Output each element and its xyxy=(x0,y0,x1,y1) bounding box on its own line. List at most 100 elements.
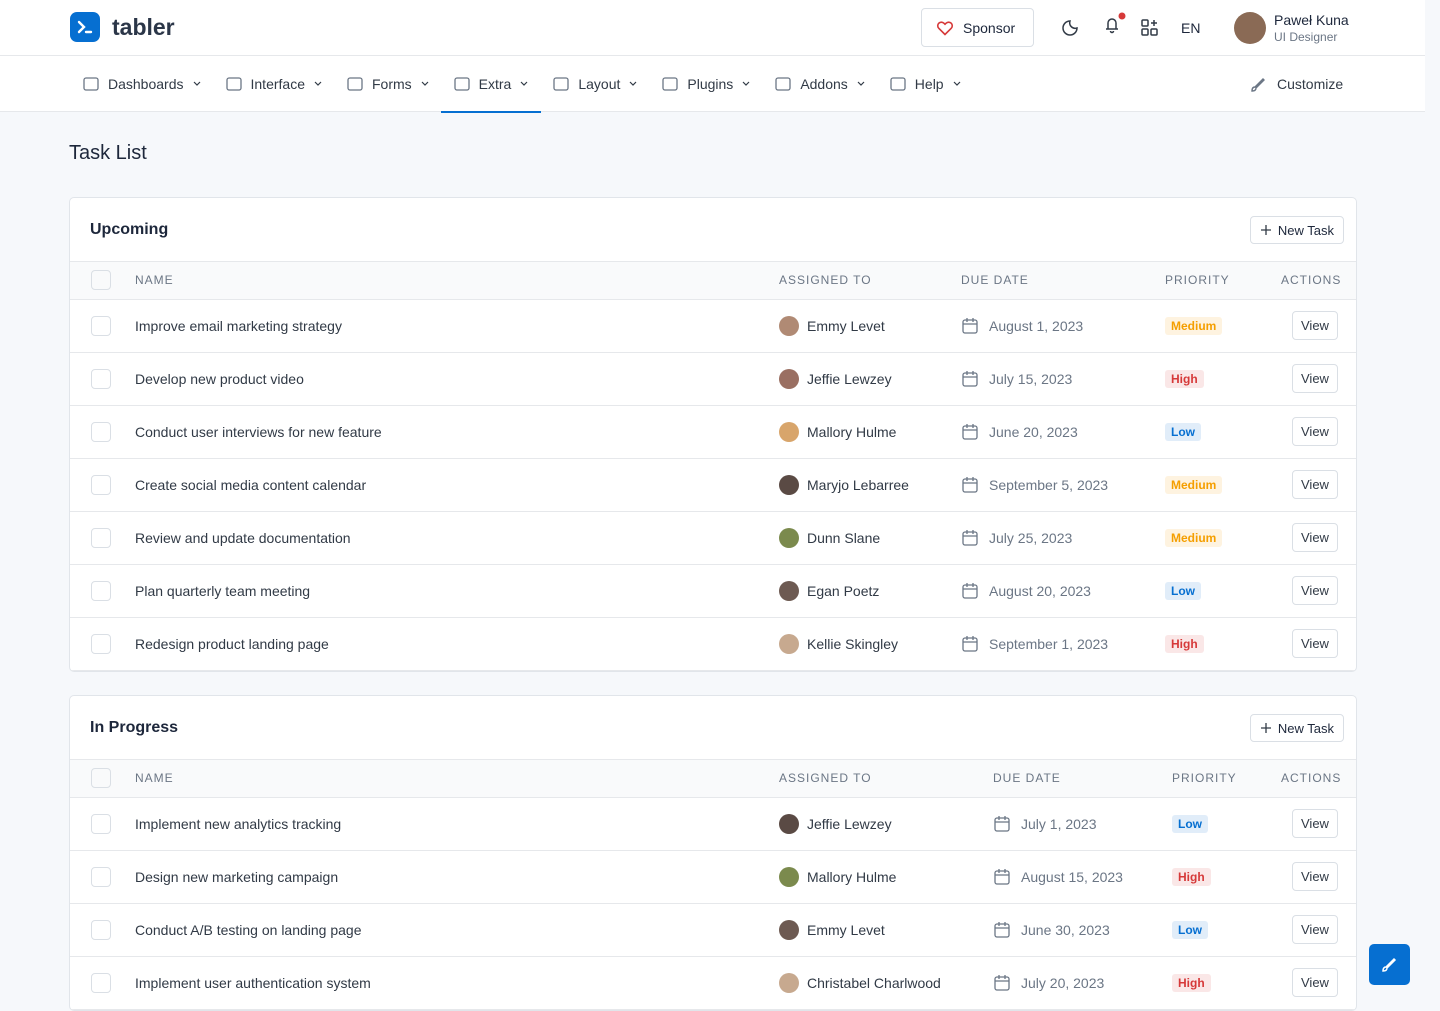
new-task-button[interactable]: New Task xyxy=(1249,714,1344,742)
view-button[interactable]: View xyxy=(1292,417,1338,446)
due-cell: June 20, 2023 xyxy=(960,405,1164,459)
checkbox[interactable] xyxy=(91,866,111,887)
due-cell: September 5, 2023 xyxy=(960,458,1164,512)
view-button[interactable]: View xyxy=(1292,311,1338,340)
icon xyxy=(994,868,1010,885)
apps[interactable] xyxy=(1140,18,1160,38)
checkbox[interactable] xyxy=(91,633,111,654)
priority-cell: Low xyxy=(1171,903,1280,957)
notifications[interactable] xyxy=(1100,10,1128,38)
task-name: Develop new product video xyxy=(134,352,778,406)
due-cell: July 25, 2023 xyxy=(960,511,1164,565)
nav-item[interactable]: Addons xyxy=(774,56,876,112)
select-cell xyxy=(70,352,134,406)
nav-item[interactable]: Help xyxy=(889,56,973,112)
due-text: August 20, 2023 xyxy=(989,582,1091,599)
view-button[interactable]: View xyxy=(1292,915,1338,944)
header-row: NAME ASSIGNED TO DUE DATE PRIORITY ACTIONS xyxy=(70,760,1356,798)
view-button[interactable]: View xyxy=(1292,523,1338,552)
theme-toggle[interactable] xyxy=(1060,18,1080,38)
select-cell xyxy=(70,405,134,459)
checkbox[interactable] xyxy=(91,527,111,548)
due-text: September 1, 2023 xyxy=(989,635,1109,652)
checkbox[interactable] xyxy=(91,270,111,291)
sponsor-label: Sponsor xyxy=(963,19,1016,36)
task-row: Design new marketing campaign Mallory Hul… xyxy=(70,850,1356,904)
view-button[interactable]: View xyxy=(1292,576,1338,605)
new-task-button[interactable]: New Task xyxy=(1249,216,1344,244)
due-date: August 1, 2023 xyxy=(961,317,1163,335)
task-row: Improve email marketing strategy Emmy Lev… xyxy=(70,299,1356,353)
view-button[interactable]: View xyxy=(1292,862,1338,891)
nav-item[interactable]: Dashboards xyxy=(82,56,213,112)
due-date: July 25, 2023 xyxy=(961,529,1163,547)
icon xyxy=(742,81,750,86)
task-name: Create social media content calendar xyxy=(134,458,778,512)
user-avatar[interactable] xyxy=(1234,12,1266,44)
icon xyxy=(962,476,978,493)
view-button[interactable]: View xyxy=(1292,809,1338,838)
column-header: ASSIGNED TO xyxy=(778,262,960,300)
nav-item[interactable]: Forms xyxy=(346,56,441,112)
checkbox[interactable] xyxy=(91,368,111,389)
icon xyxy=(1260,225,1271,235)
due-date: June 20, 2023 xyxy=(961,423,1163,441)
customize[interactable]: Customize xyxy=(1249,76,1343,94)
assignee-avatar xyxy=(779,633,799,654)
assignee-name: Christabel Charlwood xyxy=(807,974,941,991)
assignee-name: Dunn Slane xyxy=(807,529,881,546)
icon xyxy=(520,81,528,86)
view-button[interactable]: View xyxy=(1292,629,1338,658)
user-name[interactable]: Paweł Kuna xyxy=(1274,12,1349,28)
checkbox[interactable] xyxy=(91,813,111,834)
icon xyxy=(347,77,363,91)
priority-badge: Low xyxy=(1165,581,1201,600)
nav-bar: Dashboards Interface Forms Extra Layout Plugi… xyxy=(0,56,1425,113)
nav-item[interactable]: Plugins xyxy=(661,56,762,112)
language[interactable]: EN xyxy=(1181,20,1201,36)
checkbox[interactable] xyxy=(91,972,111,993)
select-cell xyxy=(70,903,134,957)
checkbox[interactable] xyxy=(91,474,111,495)
nav-item[interactable]: Layout xyxy=(552,56,649,112)
page-title: Task List xyxy=(69,142,147,164)
icon xyxy=(953,81,961,86)
assignee-cell: Jeffie Lewzey xyxy=(778,797,992,851)
select-cell xyxy=(70,956,134,1010)
checkbox[interactable] xyxy=(91,768,111,789)
assignee: Egan Poetz xyxy=(779,580,959,601)
nav-label: Extra xyxy=(478,76,512,92)
assignee-name: Jeffie Lewzey xyxy=(807,815,892,832)
action-cell: View xyxy=(1280,405,1356,459)
assignee-name: Mallory Hulme xyxy=(807,423,897,440)
checkbox[interactable] xyxy=(91,580,111,601)
select-all xyxy=(70,760,134,798)
nav-item[interactable]: Interface xyxy=(225,56,334,112)
priority-badge: Low xyxy=(1172,814,1208,833)
due-cell: July 1, 2023 xyxy=(992,797,1171,851)
view-button[interactable]: View xyxy=(1292,364,1338,393)
priority-badge: Medium xyxy=(1165,316,1223,335)
assignee: Christabel Charlwood xyxy=(779,972,991,993)
nav-item[interactable]: Extra xyxy=(440,56,542,113)
assignee-avatar xyxy=(779,474,799,495)
due-date: July 1, 2023 xyxy=(993,815,1170,833)
sponsor-button[interactable]: Sponsor xyxy=(921,8,1034,47)
checkbox[interactable] xyxy=(91,919,111,940)
header-row: NAME ASSIGNED TO DUE DATE PRIORITY ACTIONS xyxy=(70,262,1356,300)
view-button[interactable]: View xyxy=(1292,968,1338,997)
assignee-avatar xyxy=(779,866,799,887)
select-cell xyxy=(70,850,134,904)
brand[interactable]: tabler xyxy=(112,14,175,40)
select-cell xyxy=(70,564,134,618)
assignee-cell: Dunn Slane xyxy=(778,511,960,565)
card-header: Upcoming New Task xyxy=(70,198,1356,262)
checkbox[interactable] xyxy=(91,421,111,442)
checkbox[interactable] xyxy=(91,315,111,336)
logo[interactable] xyxy=(70,12,100,42)
priority-cell: Low xyxy=(1171,797,1280,851)
action-cell: View xyxy=(1280,352,1356,406)
view-button[interactable]: View xyxy=(1292,470,1338,499)
column-header: PRIORITY xyxy=(1171,760,1280,798)
theme-settings-button[interactable] xyxy=(1369,944,1410,985)
